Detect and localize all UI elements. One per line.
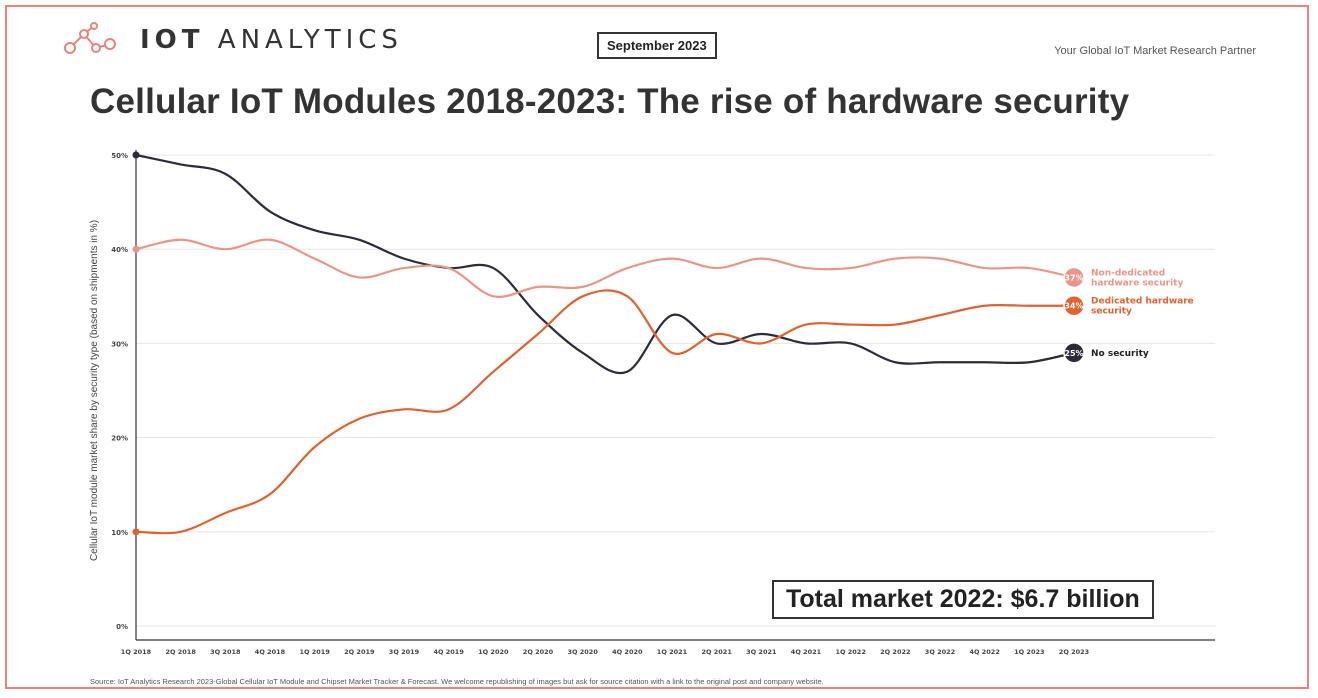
x-tick-label: 2Q 2018 <box>165 648 196 656</box>
x-tick-label: 4Q 2021 <box>791 648 822 656</box>
series-end-value: 37% <box>1064 273 1083 282</box>
x-tick-label: 4Q 2022 <box>969 648 999 656</box>
y-tick-label: 30% <box>111 340 128 348</box>
source-note: Source: IoT Analytics Research 2023-Glob… <box>90 677 824 686</box>
series-legend-line: security <box>1091 307 1132 317</box>
chart-title: Cellular IoT Modules 2018-2023: The rise… <box>90 82 1130 121</box>
series-legend-label: No security <box>1091 349 1149 359</box>
series-start-point <box>132 528 140 536</box>
y-tick-label: 10% <box>111 529 128 537</box>
series-legend-label: Dedicated hardware security <box>1091 297 1194 317</box>
y-tick-label: 0% <box>116 623 128 631</box>
series-start-point <box>132 151 140 159</box>
x-tick-label: 2Q 2020 <box>523 648 554 656</box>
tagline: Your Global IoT Market Research Partner <box>1054 45 1256 57</box>
x-tick-label: 3Q 2022 <box>925 648 955 656</box>
label-layer: 25% No security 37% Non-dedicated hardware s… <box>1063 266 1194 364</box>
x-tick-label: 2Q 2023 <box>1059 648 1089 656</box>
logo-text: IOT ANALYTICS <box>140 25 403 55</box>
series-end-badge <box>1063 342 1085 364</box>
x-tick-label: 2Q 2019 <box>344 648 375 656</box>
y-tick-label: 50% <box>111 152 128 160</box>
x-tick-label: 1Q 2020 <box>478 648 509 656</box>
x-tick-label: 3Q 2020 <box>567 648 598 656</box>
series-line <box>135 289 1074 535</box>
series-layer <box>132 151 1075 536</box>
x-tick-label: 1Q 2023 <box>1014 648 1044 656</box>
series-line <box>135 238 1075 298</box>
series-line <box>135 153 1075 375</box>
total-market-box: Total market 2022: $6.7 billion <box>772 580 1154 619</box>
x-tick-label: 3Q 2019 <box>389 648 420 656</box>
x-tick-label: 1Q 2019 <box>299 648 330 656</box>
chart-frame <box>5 5 1309 689</box>
x-tick-label: 1Q 2022 <box>835 648 865 656</box>
x-tick-label: 4Q 2019 <box>433 648 464 656</box>
y-tick-label: 40% <box>111 246 128 254</box>
x-tick-label: 2Q 2021 <box>701 648 732 656</box>
grid-layer <box>136 154 1215 627</box>
x-tick-label: 3Q 2021 <box>746 648 777 656</box>
series-end-value: 34% <box>1064 302 1083 311</box>
series-start-point <box>132 245 140 253</box>
x-tick-label: 1Q 2018 <box>121 648 152 656</box>
series-legend-line: hardware security <box>1091 278 1183 288</box>
x-tick-label: 3Q 2018 <box>210 648 241 656</box>
axis-layer: 0% 10% 20% 30% 40% 50% 1Q 2018 2Q 2018 3Q 2018 4Q… <box>89 150 1215 656</box>
series-legend-line: Dedicated hardware <box>1091 297 1194 307</box>
x-tick-label: 4Q 2018 <box>255 648 286 656</box>
series-legend-line: No security <box>1091 349 1149 359</box>
series-legend-line: Non-dedicated <box>1091 268 1165 278</box>
logo-text-rest: ANALYTICS <box>217 25 403 55</box>
series-end-badge <box>1063 266 1085 289</box>
series-legend-label: Non-dedicated hardware security <box>1091 268 1183 288</box>
logo-text-bold: IOT <box>140 25 205 55</box>
series-end-badge <box>1063 294 1085 317</box>
y-axis-label: Cellular IoT module market share by secu… <box>89 220 100 561</box>
x-tick-label: 4Q 2020 <box>612 648 643 656</box>
x-tick-label: 1Q 2021 <box>657 648 688 656</box>
y-tick-label: 20% <box>111 435 128 443</box>
x-tick-label: 2Q 2022 <box>880 648 910 656</box>
series-end-value: 25% <box>1064 349 1083 358</box>
logo-network-icon <box>64 22 116 54</box>
date-badge: September 2023 <box>597 32 717 59</box>
logo: IOT ANALYTICS <box>62 22 403 58</box>
